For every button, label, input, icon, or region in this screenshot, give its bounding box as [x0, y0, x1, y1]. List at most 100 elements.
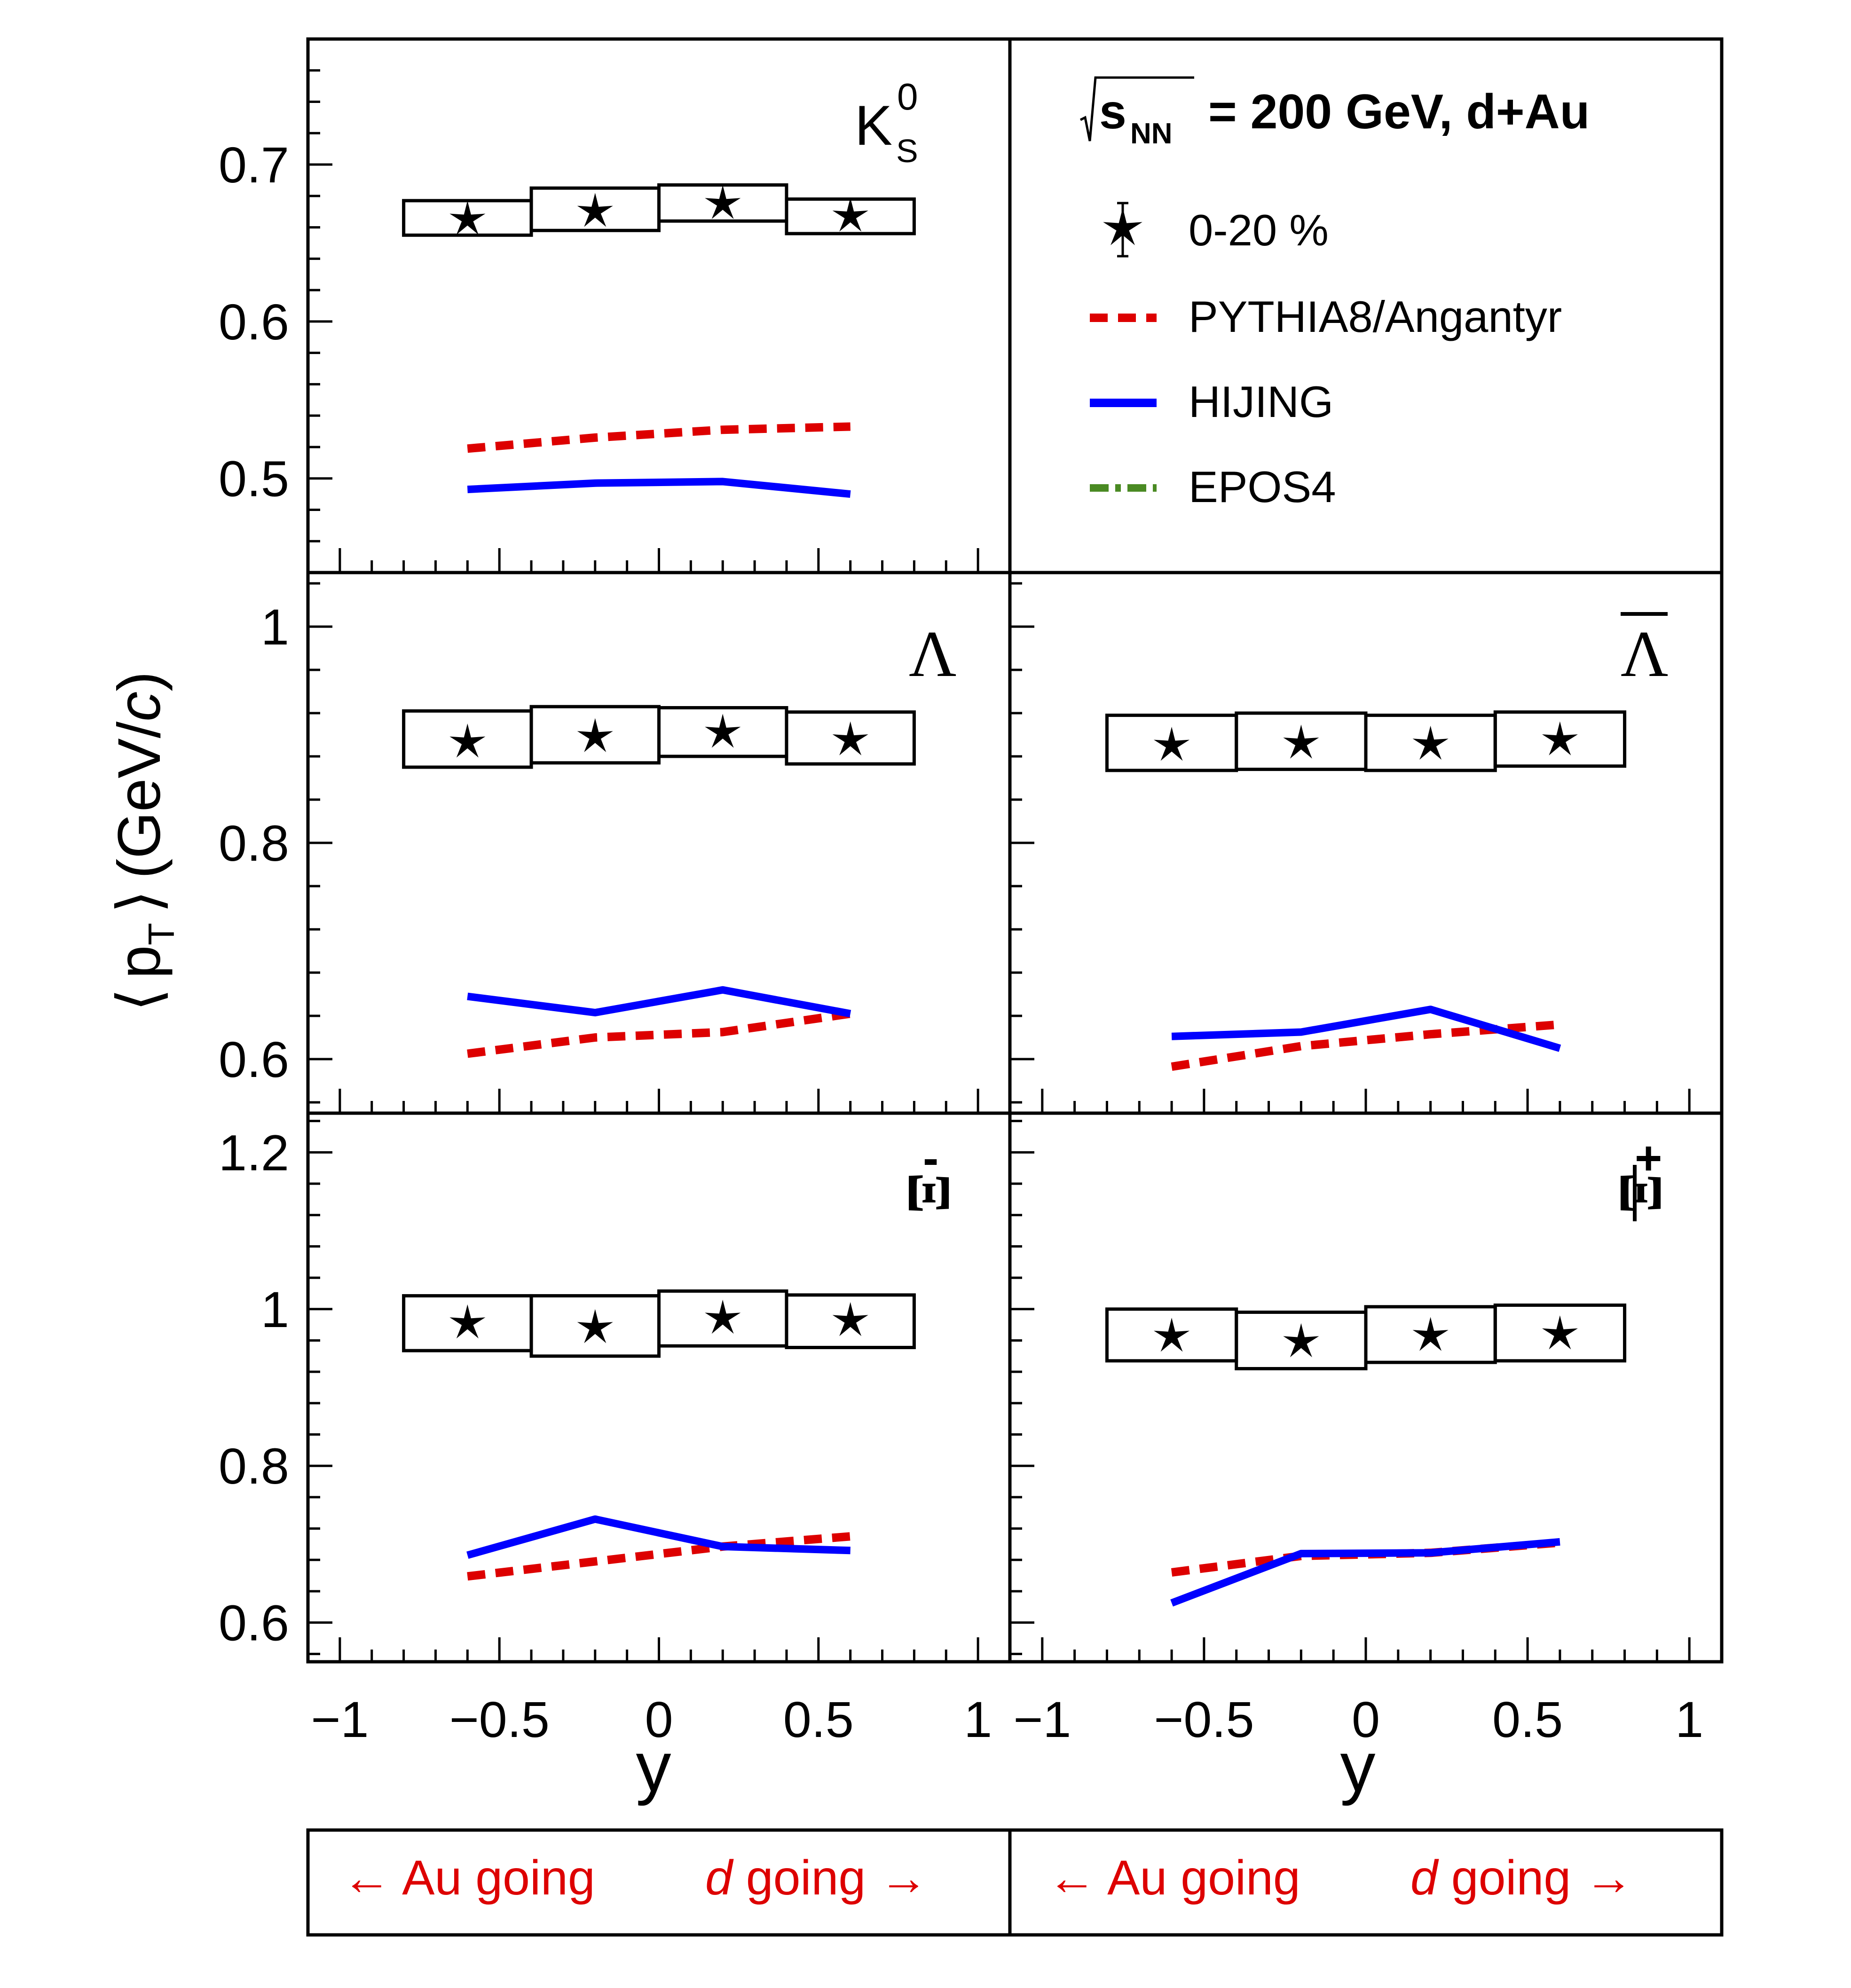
particle-label: K	[855, 94, 892, 157]
data-point-star	[832, 721, 868, 755]
series-pythia-line	[467, 1009, 851, 1058]
x-tick-label: 0	[645, 1691, 673, 1748]
panels: 0.50.60.7K 0S0.60.81 Λ Λ0.60.811.2−1 −0.5 0 0.…	[219, 37, 1724, 1748]
y-tick-label: 0.6	[219, 1031, 289, 1088]
data-point-star	[449, 1304, 486, 1339]
footer-left-au-going: ← Au going	[342, 1851, 595, 1905]
x-tick-label: 0	[1352, 1691, 1380, 1748]
footer-right-au-going: ← Au going	[1048, 1851, 1300, 1905]
legend-item-hijing: HIJING	[1090, 377, 1333, 426]
y-tick-label: 0.6	[219, 1595, 289, 1651]
y-label-unit-c: c	[106, 691, 173, 722]
energy-label: = 200 GeV, d+Au	[1208, 85, 1590, 139]
data-point-star	[1542, 721, 1578, 755]
y-label-close: ⟩	[106, 890, 173, 913]
energy-subscript: NN	[1130, 118, 1173, 150]
footer-frame	[306, 1828, 1724, 1937]
legend-item-epos4: EPOS4	[1090, 462, 1336, 511]
data-point-star	[577, 718, 613, 752]
data-point-star	[705, 714, 741, 748]
series-hijing-line	[467, 986, 851, 1018]
footer-left-d-going: d going →	[705, 1851, 928, 1905]
footer-right-d: d	[1410, 1851, 1439, 1905]
particle-label-sub: S	[896, 133, 918, 169]
y-tick-label: 0.8	[219, 1438, 289, 1494]
legend-label-data: 0-20 %	[1189, 205, 1329, 255]
syst-box	[785, 710, 916, 766]
particle-label: Ξ	[1607, 1172, 1675, 1214]
data-point-star	[449, 200, 486, 235]
panel-3: 0.6 0.8 1 1.2 −1 −0.5 0 0.5 1 Ξ-	[219, 1111, 1012, 1748]
y-tick-label: 0.8	[219, 815, 289, 872]
x-tick-label: 0.5	[783, 1691, 854, 1748]
particle-label-sup: +	[1635, 1132, 1662, 1185]
particle-label: Λ	[1621, 618, 1669, 691]
data-point-star	[1412, 725, 1449, 760]
legend-label-pythia: PYTHIA8/Angantyr	[1189, 292, 1562, 341]
x-tick-label: 1	[964, 1691, 992, 1748]
series-hijing-line	[1171, 1006, 1561, 1052]
particle-label-sup: -	[923, 1132, 938, 1185]
particle-label-sup: 0	[897, 76, 918, 118]
series-hijing-line	[1170, 1538, 1560, 1607]
syst-box	[1493, 710, 1627, 768]
footer: ← Au going d going → ← Au going d going …	[306, 1828, 1724, 1937]
series-pythia-line	[467, 422, 851, 453]
y-label-p: p	[106, 945, 173, 979]
y-tick-label: 1	[261, 598, 289, 655]
syst-box	[1493, 1303, 1627, 1363]
legend-item-data: 0-20 %	[1103, 202, 1329, 258]
star-icon	[1103, 208, 1142, 245]
syst-box	[785, 1293, 916, 1349]
data-point-star	[577, 193, 613, 227]
series-hijing-line	[466, 1515, 851, 1559]
particle-label: Ξ	[895, 1172, 963, 1214]
footer-right-d-going: d going →	[1410, 1851, 1633, 1905]
y-label-unit-a: (GeV/	[106, 721, 173, 879]
data-point-star	[705, 185, 741, 219]
footer-left-d-rest: going →	[733, 1851, 928, 1905]
footer-right-d-rest: going →	[1438, 1851, 1633, 1905]
data-point-star	[577, 1309, 613, 1344]
data-point-star	[1283, 724, 1319, 759]
y-tick-label: 1.2	[219, 1124, 289, 1181]
legend-label-hijing: HIJING	[1189, 377, 1333, 426]
y-tick-label: 0.5	[219, 450, 289, 507]
y-label-unit-b: )	[106, 671, 173, 691]
x-tick-label: 1	[1675, 1691, 1703, 1748]
legend-item-pythia: PYTHIA8/Angantyr	[1090, 292, 1562, 341]
x-tick-label: −1	[311, 1691, 369, 1748]
x-tick-label: 0.5	[1492, 1691, 1563, 1748]
panel-0: 0.5 0.6 0.7 K 0 S	[219, 37, 1012, 574]
footer-left-d: d	[705, 1851, 734, 1905]
y-axis-label: ⟨ pT ⟩ (GeV/c)	[106, 671, 182, 1012]
series-pythia-line	[467, 1532, 851, 1581]
y-label-sub: T	[141, 923, 182, 945]
series-hijing-line	[467, 478, 851, 498]
y-tick-label: 0.7	[219, 136, 289, 193]
energy-symbol: s	[1099, 85, 1126, 139]
y-label-open: ⟨	[106, 988, 173, 1012]
x-tick-label: −0.5	[1154, 1691, 1254, 1748]
data-point-star	[449, 723, 486, 758]
legend-label-epos4: EPOS4	[1189, 462, 1336, 511]
data-point-star	[1283, 1323, 1319, 1358]
data-point-star	[832, 197, 868, 232]
x-tick-label: −1	[1013, 1691, 1071, 1748]
data-point-star	[1412, 1317, 1449, 1351]
x-axis-label-left: y	[636, 1727, 671, 1806]
data-point-star	[832, 1302, 868, 1336]
data-point-star	[1154, 727, 1190, 761]
panel-4: −1 −0.5 0 0.5 1 Ξ+	[1008, 1111, 1724, 1748]
y-tick-label: 0.6	[219, 293, 289, 350]
x-axis-label-right: y	[1340, 1727, 1376, 1806]
particle-label: Λ	[909, 618, 957, 691]
x-tick-label: −0.5	[449, 1691, 550, 1748]
legend-panel: s NN = 200 GeV, d+Au 0-20 % PYTHIA8/Anga…	[1008, 37, 1724, 574]
data-point-star	[1154, 1318, 1190, 1352]
sqrt-symbol	[1079, 76, 1194, 141]
data-point-star	[1542, 1315, 1578, 1350]
data-point-star	[705, 1299, 741, 1334]
y-tick-label: 1	[261, 1281, 289, 1338]
